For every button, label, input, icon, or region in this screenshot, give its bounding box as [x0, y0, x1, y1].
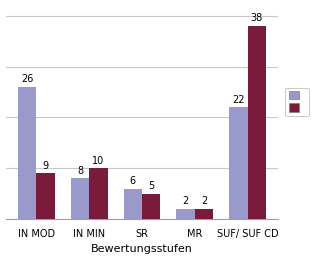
Text: 26: 26 — [21, 74, 33, 85]
Text: 5: 5 — [148, 181, 154, 191]
Bar — [142, 194, 160, 219]
Bar — [71, 178, 89, 219]
Text: 2: 2 — [201, 197, 207, 206]
X-axis label: Bewertungsstufen: Bewertungsstufen — [91, 244, 193, 255]
Text: 9: 9 — [43, 161, 49, 171]
Text: 10: 10 — [92, 156, 105, 166]
Text: 6: 6 — [130, 176, 136, 186]
Bar — [89, 168, 108, 219]
Text: 2: 2 — [182, 197, 189, 206]
Bar — [248, 26, 266, 219]
Text: 8: 8 — [77, 166, 83, 176]
Bar — [36, 173, 55, 219]
Bar — [229, 107, 248, 219]
Bar — [18, 87, 36, 219]
Bar — [195, 209, 213, 219]
Legend: , : , — [285, 88, 308, 116]
Bar — [124, 189, 142, 219]
Text: 22: 22 — [232, 95, 244, 105]
Text: 38: 38 — [251, 13, 263, 23]
Bar — [176, 209, 195, 219]
